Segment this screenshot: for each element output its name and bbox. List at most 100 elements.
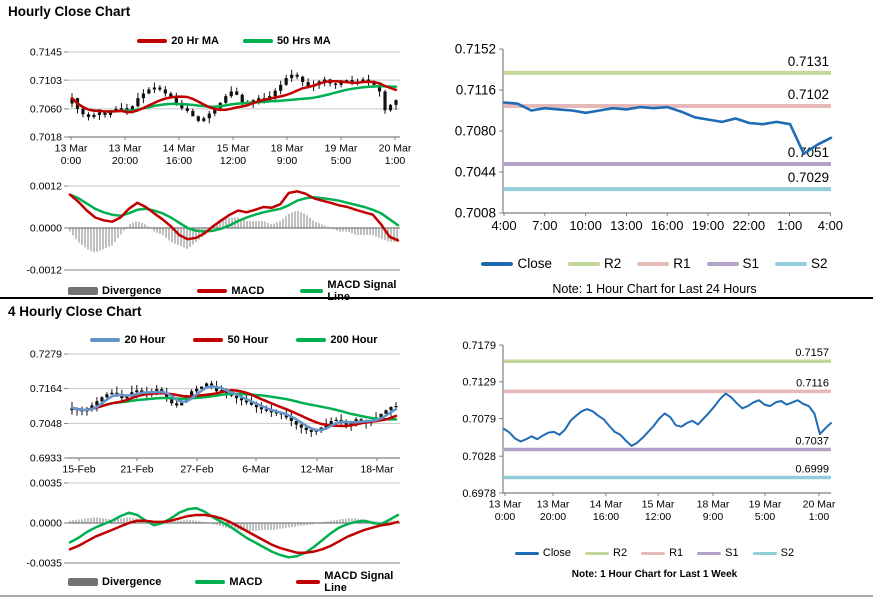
legend-item-r2: R2 [567,256,622,271]
legend-item-s1: S1 [697,547,739,559]
svg-text:0.0012: 0.0012 [30,181,62,193]
svg-text:0.7044: 0.7044 [455,165,497,180]
legend-label: Close [517,256,552,271]
four-hourly-macd-legend: Divergence MACD MACD Signal Line [68,570,400,594]
bottom-divider [0,595,873,597]
legend-swatch [68,578,98,586]
svg-text:0:00: 0:00 [495,511,516,523]
legend-label: R2 [613,547,628,559]
svg-text:0.7131: 0.7131 [788,54,829,69]
legend-label: Divergence [102,285,162,297]
legend-label: 50 Hour [227,334,269,346]
svg-text:0.7048: 0.7048 [30,418,62,430]
svg-text:0.7179: 0.7179 [462,340,496,352]
svg-text:0:00: 0:00 [61,155,82,167]
legend-item-divergence: Divergence [68,285,161,297]
legend-item-50-hrs-ma: 50 Hrs MA [242,35,331,47]
legend-swatch [481,261,514,266]
legend-label: MACD [231,285,265,297]
svg-text:20:00: 20:00 [540,511,566,523]
legend-swatch [697,551,722,555]
svg-text:5:00: 5:00 [755,511,776,523]
legend-label: R2 [603,256,622,271]
svg-text:0.7060: 0.7060 [30,104,62,116]
svg-text:0.7164: 0.7164 [30,383,62,395]
legend-swatch [195,580,226,584]
svg-text:13 Mar: 13 Mar [537,499,570,511]
svg-text:6-Mar: 6-Mar [242,464,270,476]
svg-text:7:00: 7:00 [532,218,557,233]
svg-text:13 Mar: 13 Mar [109,143,142,155]
svg-text:-0.0012: -0.0012 [26,265,62,277]
legend-swatch [296,580,321,584]
svg-text:0.7018: 0.7018 [30,132,62,144]
svg-text:15 Mar: 15 Mar [217,143,250,155]
svg-text:12:00: 12:00 [645,511,671,523]
svg-text:4:00: 4:00 [818,218,843,233]
hourly-macd-legend: Divergence MACD MACD Signal Line [68,279,400,303]
hourly-levels-legend: Close R2 R1 S1 S2 [436,256,873,271]
legend-swatch [585,551,610,555]
svg-text:0.7152: 0.7152 [455,42,496,57]
svg-text:27-Feb: 27-Feb [180,464,213,476]
svg-text:22:00: 22:00 [733,218,766,233]
svg-text:20:00: 20:00 [112,155,138,167]
legend-swatch [641,551,666,555]
legend-item-r1: R1 [641,547,683,559]
svg-text:0.6933: 0.6933 [30,453,62,465]
svg-text:12:00: 12:00 [220,155,246,167]
svg-text:0.7129: 0.7129 [462,377,496,389]
legend-swatch [296,338,327,342]
svg-text:0.7116: 0.7116 [456,83,496,98]
svg-text:13 Mar: 13 Mar [489,499,522,511]
legend-label: S2 [811,256,828,271]
legend-label: MACD Signal Line [324,570,394,594]
legend-item-s1: S1 [706,256,759,271]
svg-text:21-Feb: 21-Feb [120,464,153,476]
legend-label: MACD [229,576,263,588]
legend-swatch [637,261,670,266]
svg-text:10:00: 10:00 [569,218,602,233]
legend-swatch [137,39,168,43]
svg-text:0.7116: 0.7116 [796,377,829,389]
weekly-levels-note: Note: 1 Hour Chart for Last 1 Week [571,569,738,580]
legend-item-macd: MACD [195,576,262,588]
legend-label: R1 [673,256,691,271]
legend-swatch [752,551,777,555]
svg-text:0.6999: 0.6999 [795,464,829,476]
four-hourly-ma-legend: 20 Hour 50 Hour 200 Hour [68,334,400,346]
legend-swatch [68,287,98,295]
legend-item-r1: R1 [637,256,691,271]
svg-text:14 Mar: 14 Mar [163,143,196,155]
legend-item-20-hour: 20 Hour [90,334,165,346]
legend-item-20-hr-ma: 20 Hr MA [137,35,219,47]
svg-text:16:00: 16:00 [651,218,684,233]
svg-text:19 Mar: 19 Mar [749,499,782,511]
legend-label: 20 Hr MA [171,35,219,47]
legend-label: 20 Hour [124,334,166,346]
section-divider [0,297,873,299]
legend-label: R1 [669,547,684,559]
legend-item-close: Close [481,256,552,271]
svg-text:0.0000: 0.0000 [30,518,62,530]
svg-text:18-Mar: 18-Mar [360,464,394,476]
svg-text:0.7102: 0.7102 [788,87,829,102]
svg-text:16:00: 16:00 [166,155,192,167]
svg-text:18 Mar: 18 Mar [697,499,730,511]
svg-text:0.7008: 0.7008 [455,206,496,221]
legend-item-divergence: Divergence [68,576,161,588]
svg-text:0.0000: 0.0000 [30,223,62,235]
legend-item-s2: S2 [752,547,794,559]
svg-text:18 Mar: 18 Mar [271,143,304,155]
four-hourly-close-chart-title: 4 Hourly Close Chart [8,304,142,319]
legend-label: MACD Signal Line [327,279,397,303]
svg-text:15 Mar: 15 Mar [642,499,675,511]
legend-item-s2: S2 [775,256,828,271]
svg-text:1:00: 1:00 [385,155,406,167]
svg-text:0.7037: 0.7037 [795,436,829,448]
svg-text:13 Mar: 13 Mar [55,143,88,155]
